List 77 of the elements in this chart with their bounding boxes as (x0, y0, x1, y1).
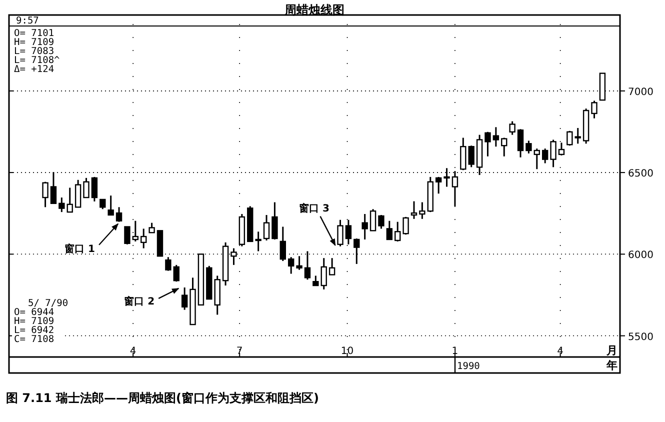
candlestick (435, 176, 442, 194)
candlestick (320, 257, 327, 290)
annotation: H= 7109 (14, 37, 54, 48)
annotation: 窗口 3 (299, 202, 330, 214)
candlestick (288, 256, 294, 274)
candlestick (509, 120, 516, 136)
candlestick (50, 171, 57, 204)
candlestick (517, 128, 524, 158)
annotation: 5/ 7/90 (28, 298, 68, 309)
candlestick (492, 126, 500, 148)
candlestick (116, 206, 122, 223)
annotation: 窗口 1 (64, 223, 118, 255)
annotation: 窗口 2 (124, 288, 180, 308)
candlestick (574, 127, 581, 144)
candlestick (591, 100, 598, 120)
xtick: 7 (236, 346, 243, 357)
candlestick (140, 228, 147, 250)
annotation: 年 (606, 359, 618, 372)
candlestick (501, 137, 508, 158)
candlestick (108, 194, 114, 216)
candlestick (558, 142, 565, 156)
candlestick (468, 144, 474, 168)
annotation: 9:57 (16, 16, 39, 26)
annotation: L= 7108^ (14, 55, 60, 66)
ytick: 6000 (628, 250, 654, 262)
candlestick (280, 226, 286, 262)
candlestick (410, 200, 418, 220)
candlestick (460, 137, 466, 171)
xtick: 10 (340, 346, 354, 357)
candlestick (534, 148, 540, 170)
candlestick (345, 219, 352, 246)
ytick: 6500 (628, 168, 654, 180)
candlestick (165, 256, 172, 272)
annotation: C= 7108 (14, 334, 54, 345)
xtick: 4 (130, 346, 136, 357)
annotation: 窗口 1 (64, 242, 96, 255)
candlestick (296, 255, 302, 271)
annotation: O= 7101 (14, 28, 54, 39)
annotation: 1990 (457, 361, 480, 372)
annotation: 窗口 2 (124, 295, 155, 308)
candlestick (386, 220, 393, 240)
ytick: 7000 (628, 86, 654, 98)
annotation: 窗口 3 (299, 203, 336, 246)
ytick: 5500 (628, 332, 654, 343)
candlestick (550, 138, 556, 168)
candlestick (42, 181, 48, 208)
annotation: Δ= +124 (14, 64, 54, 75)
annotation: H= 7109 (14, 316, 54, 327)
candlestick (419, 202, 426, 220)
candlestick (255, 230, 262, 252)
candlestick (66, 186, 73, 213)
xtick: 4 (557, 346, 564, 357)
annotation: O= 6944 (14, 307, 54, 318)
candlestick (394, 221, 401, 242)
candlestick (526, 140, 532, 154)
candlestick (148, 222, 155, 234)
candlestick (58, 196, 65, 213)
caption: 图 7.11 瑞士法郎——周蜡烛图(窗口作为支撑区和阻挡区) (6, 391, 319, 405)
candlestick (484, 131, 491, 158)
xtick: 1 (452, 346, 458, 357)
annotation: L= 6942 (14, 325, 54, 336)
candlestick (100, 198, 106, 210)
candlestick (91, 176, 98, 202)
xlabel: 月 (606, 344, 618, 357)
candlestick (542, 148, 548, 164)
candlestick (263, 214, 270, 242)
candlestick (272, 202, 278, 240)
candlestick (181, 286, 188, 311)
candlestick (337, 219, 344, 248)
candlestick (378, 214, 384, 230)
candlestick (312, 274, 319, 286)
candlestick (328, 257, 336, 276)
candlestick (362, 213, 368, 240)
candlestick (74, 179, 82, 208)
candlestick (173, 264, 180, 282)
candlestick (83, 177, 90, 198)
annotation: L= 7083 (14, 46, 54, 57)
